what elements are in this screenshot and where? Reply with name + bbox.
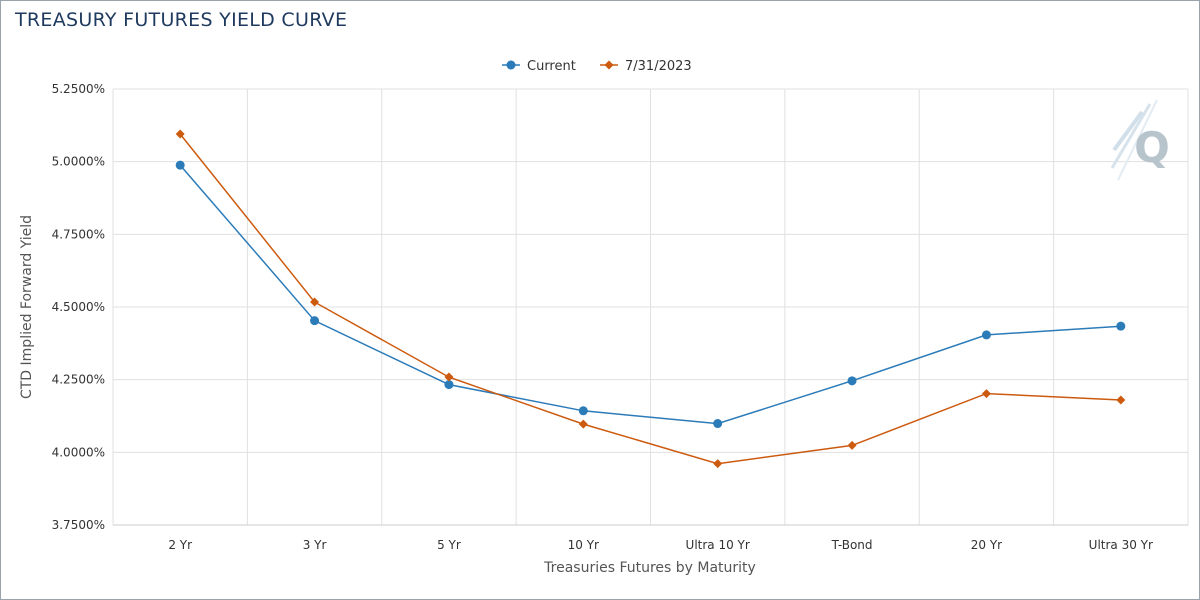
point-current (1116, 321, 1126, 331)
point-7-31-2023 (713, 459, 723, 469)
series-line-current (179, 164, 1121, 425)
x-tick-label: 3 Yr (303, 538, 327, 552)
point-7-31-2023 (1116, 395, 1126, 405)
speed-lines-icon (1110, 99, 1158, 181)
y-tick-label: 4.0000% (52, 445, 105, 459)
point-current (175, 160, 185, 170)
legend-item-7-31-2023[interactable]: 7/31/2023 (600, 59, 692, 74)
point-7-31-2023 (444, 372, 454, 382)
x-tick-label: T-Bond (831, 538, 873, 552)
x-tick-label: 20 Yr (971, 538, 1002, 552)
x-axis-title: Treasuries Futures by Maturity (543, 560, 756, 576)
x-axis-ticks: 2 Yr 3 Yr 5 Yr 10 Yr Ultra 10 Yr T-Bond 20 Yr U… (168, 538, 1153, 552)
x-tick-label: Ultra 10 Yr (686, 538, 750, 552)
y-tick-label: 4.5000% (52, 300, 105, 314)
point-7-31-2023 (578, 419, 588, 429)
point-current (713, 419, 723, 429)
y-tick-label: 5.0000% (52, 155, 105, 169)
grid-lines (112, 88, 1189, 526)
point-7-31-2023 (175, 129, 185, 139)
series-lines (179, 133, 1121, 465)
point-7-31-2023 (310, 297, 320, 307)
y-tick-label: 4.2500% (52, 373, 105, 387)
series-line-7-31-2023 (179, 133, 1121, 465)
x-tick-label: 2 Yr (168, 538, 192, 552)
legend-marker-current (506, 60, 516, 70)
legend-label-7-31-2023: 7/31/2023 (625, 59, 692, 74)
point-current (578, 406, 588, 416)
y-axis-title: CTD Implied Forward Yield (19, 215, 35, 399)
x-tick-label: 10 Yr (568, 538, 599, 552)
logo-letter: Q (1134, 123, 1170, 172)
point-current (847, 376, 857, 386)
legend-marker-7-31-2023 (604, 60, 614, 70)
q-logo-watermark: Q (1110, 99, 1170, 181)
point-7-31-2023 (847, 440, 857, 450)
legend-label-current: Current (527, 59, 576, 74)
point-current (310, 316, 320, 326)
y-tick-label: 4.7500% (52, 227, 105, 241)
point-7-31-2023 (981, 389, 991, 399)
x-tick-label: Ultra 30 Yr (1089, 538, 1153, 552)
point-current (981, 330, 991, 340)
legend-item-current[interactable]: Current (502, 59, 576, 74)
y-tick-label: 5.2500% (52, 82, 105, 96)
x-tick-label: 5 Yr (437, 538, 461, 552)
chart-title: TREASURY FUTURES YIELD CURVE (15, 9, 348, 31)
point-current (444, 380, 454, 390)
legend: Current 7/31/2023 (502, 59, 692, 74)
y-tick-label: 3.7500% (52, 518, 105, 532)
series-markers (175, 129, 1126, 469)
y-axis-ticks: 3.7500% 4.0000% 4.2500% 4.5000% 4.7500% 5.000… (52, 82, 105, 532)
